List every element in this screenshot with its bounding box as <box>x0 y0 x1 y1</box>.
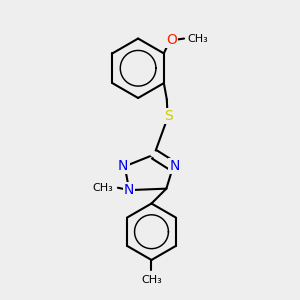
Text: CH₃: CH₃ <box>188 34 208 44</box>
Text: S: S <box>164 109 173 123</box>
Text: CH₃: CH₃ <box>141 275 162 285</box>
Text: CH₃: CH₃ <box>92 183 113 193</box>
Text: O: O <box>166 33 177 47</box>
Text: N: N <box>118 159 128 173</box>
Text: N: N <box>124 183 134 197</box>
Text: N: N <box>169 159 180 173</box>
